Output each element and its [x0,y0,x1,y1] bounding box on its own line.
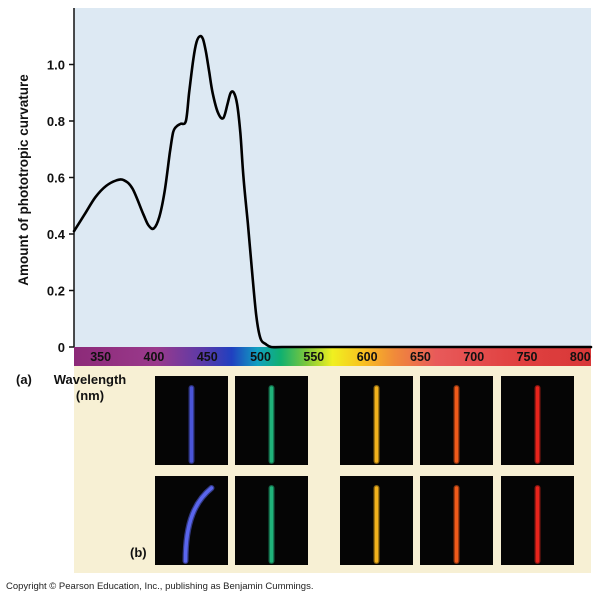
seedling-photo [501,476,574,565]
seedling-photo [235,476,308,565]
x-tick-label: 700 [463,350,484,364]
x-ticks: 350 400 450 500 550 600 650 700 750 800 [90,350,591,364]
x-tick-label: 750 [517,350,538,364]
wavelength-label: Wavelength [54,372,127,387]
panel-a-label: (a) [16,372,32,387]
y-axis-label: Amount of phototropic curvature [16,74,31,286]
copyright-text: Copyright © Pearson Education, Inc., pub… [6,581,314,592]
y-tick-label: 0 [58,340,65,355]
phototropic-curve [72,34,593,349]
x-tick-label: 350 [90,350,111,364]
x-tick-label: 400 [144,350,165,364]
y-tick-label: 0.6 [47,171,65,186]
seedling-photo [501,376,574,465]
seedling-photo [155,476,228,565]
x-tick-label: 800 [570,350,591,364]
seedling-photo [340,476,413,565]
x-tick-label: 550 [303,350,324,364]
seedling-photos [155,376,574,565]
y-ticks: 0 0.2 0.4 0.6 0.8 1.0 [47,58,74,355]
x-tick-label: 500 [250,350,271,364]
x-tick-label: 650 [410,350,431,364]
x-tick-label: 450 [197,350,218,364]
spectrum-band [74,347,591,366]
y-tick-label: 0.8 [47,114,65,129]
seedling-photo [155,376,228,465]
seedling-photo [420,476,493,565]
y-tick-label: 0.4 [47,227,66,242]
seedling-photo [340,376,413,465]
panel-b-label: (b) [130,545,147,560]
seedling-shoot [183,486,214,563]
plot-area [74,8,591,347]
x-tick-label: 600 [357,350,378,364]
y-tick-label: 1.0 [47,58,65,73]
seedling-photo [420,376,493,465]
seedling-photo [235,376,308,465]
wavelength-unit-label: (nm) [76,388,104,403]
y-tick-label: 0.2 [47,284,65,299]
